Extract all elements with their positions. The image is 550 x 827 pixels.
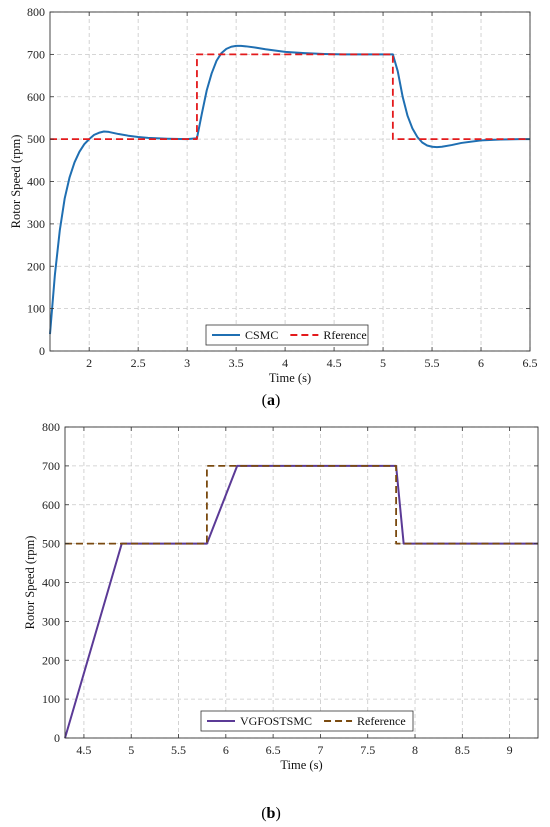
y-tick-label: 400 — [42, 576, 60, 590]
legend-label-vgfostsmc: VGFOSTSMC — [240, 714, 312, 728]
caption-b-open: ( — [261, 805, 266, 822]
y-tick-label: 300 — [42, 614, 60, 628]
x-axis-label: Time (s) — [280, 758, 322, 772]
x-tick-label: 4 — [282, 356, 288, 370]
legend-label-csmc: CSMC — [245, 328, 278, 342]
y-tick-label: 0 — [39, 344, 45, 358]
series-line-rference — [50, 53, 530, 141]
x-tick-label: 6.5 — [266, 743, 281, 757]
y-tick-label: 800 — [42, 420, 60, 434]
x-tick-label: 4.5 — [76, 743, 91, 757]
y-tick-label: 700 — [42, 459, 60, 473]
caption-a-close: ) — [275, 392, 280, 409]
chart-panel-b: 4.5 5 5.5 6 6.5 7 7.5 8 8.5 9 0 100 200 300 400 500 600 7… — [23, 420, 539, 772]
caption-b-letter: b — [267, 805, 276, 822]
legend: VGFOSTSMC Reference — [200, 710, 414, 732]
y-axis-label: Rotor Speed (rpm) — [23, 536, 37, 630]
y-tick-label: 100 — [27, 302, 45, 316]
x-tick-label: 5.5 — [425, 356, 440, 370]
legend-label-reference: Reference — [357, 714, 406, 728]
x-tick-label: 3 — [184, 356, 190, 370]
x-axis-label: Time (s) — [269, 371, 311, 385]
y-tick-label: 400 — [27, 175, 45, 189]
x-tick-label: 6 — [223, 743, 229, 757]
caption-b: (b) — [261, 805, 281, 822]
legend: CSMC Rference — [205, 324, 369, 346]
legend-box — [200, 710, 414, 732]
x-tick-label: 2 — [86, 356, 92, 370]
y-tick-label: 500 — [27, 132, 45, 146]
legend-label-rference: Rference — [323, 328, 366, 342]
x-tick-label: 5 — [128, 743, 134, 757]
y-tick-label: 800 — [27, 5, 45, 19]
y-tick-label: 0 — [54, 731, 60, 745]
y-tick-label: 500 — [42, 537, 60, 551]
x-tick-label: 4.5 — [327, 356, 342, 370]
x-tick-label: 6.5 — [523, 356, 538, 370]
x-tick-label: 6 — [478, 356, 484, 370]
x-tick-label: 9 — [507, 743, 513, 757]
chart-panel-a: 2 2.5 3 3.5 4 4.5 5 5.5 6 6.5 0 100 200 300 400 500 600 7… — [9, 5, 538, 385]
x-tick-label: 5.5 — [171, 743, 186, 757]
caption-a-letter: a — [267, 392, 275, 409]
x-tick-label: 7 — [317, 743, 323, 757]
x-tick-label: 8 — [412, 743, 418, 757]
legend-box — [205, 324, 369, 346]
x-tick-label: 2.5 — [131, 356, 146, 370]
y-tick-label: 200 — [42, 653, 60, 667]
y-tick-label: 600 — [27, 90, 45, 104]
x-tick-label: 5 — [380, 356, 386, 370]
y-tick-label: 200 — [27, 259, 45, 273]
caption-a: (a) — [262, 392, 281, 409]
x-tick-label: 8.5 — [455, 743, 470, 757]
y-tick-label: 600 — [42, 498, 60, 512]
series-line-reference — [65, 464, 538, 545]
y-tick-label: 300 — [27, 217, 45, 231]
x-tick-label: 3.5 — [229, 356, 244, 370]
y-tick-label: 700 — [27, 47, 45, 61]
series-line-csmc — [49, 44, 530, 335]
x-tick-label: 7.5 — [360, 743, 375, 757]
y-tick-label: 100 — [42, 692, 60, 706]
caption-a-open: ( — [262, 392, 267, 409]
caption-b-close: ) — [275, 805, 280, 822]
y-axis-label: Rotor Speed (rpm) — [9, 135, 23, 229]
